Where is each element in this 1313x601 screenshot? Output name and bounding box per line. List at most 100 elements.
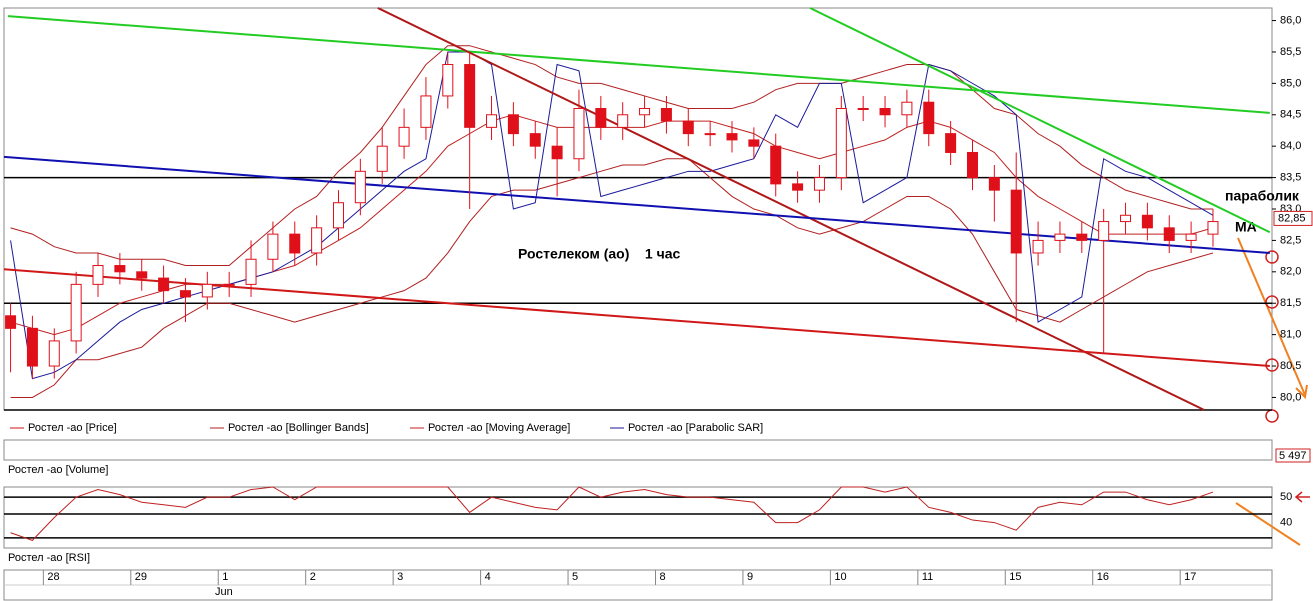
y-tick-label: 81,5 <box>1280 297 1301 309</box>
candle-body <box>1010 189 1022 254</box>
candle-body <box>682 120 694 135</box>
candle-body <box>617 114 629 128</box>
candle-body <box>48 340 60 367</box>
candle-body <box>704 133 716 136</box>
candle-body <box>420 95 432 128</box>
month-label: Jun <box>215 586 233 598</box>
x-tick-label: 17 <box>1184 571 1196 583</box>
x-tick-label: 3 <box>397 571 403 583</box>
panel-title: Ростел -ао [RSI] <box>8 552 90 564</box>
y-tick-label: 80,0 <box>1280 391 1301 403</box>
legend-label: Ростел -ао [Moving Average] <box>428 422 570 434</box>
candle-body <box>289 233 301 254</box>
x-tick-label: 16 <box>1097 571 1109 583</box>
candle-body <box>442 64 454 97</box>
x-tick-label: 1 <box>222 571 228 583</box>
bollinger-lower <box>10 158 1214 398</box>
rsi-tick-label: 40 <box>1280 516 1292 528</box>
candle-body <box>1054 233 1066 241</box>
annotation: Ростелеком (ао) 1 час <box>518 246 681 262</box>
legend-label: Ростел -ао [Parabolic SAR] <box>628 422 763 434</box>
volume-last-box <box>1275 448 1311 463</box>
volume-panel <box>3 439 1273 461</box>
candle-body <box>835 108 847 179</box>
y-tick-label: 85,5 <box>1280 46 1301 58</box>
panel-title: Ростел -ао [Volume] <box>8 464 108 476</box>
candle-body <box>639 108 651 116</box>
candle-body <box>1163 227 1175 241</box>
last-price-box <box>1273 210 1313 226</box>
y-tick-label: 82,0 <box>1280 266 1301 278</box>
y-tick-label: 85,0 <box>1280 77 1301 89</box>
x-tick-label: 11 <box>922 571 933 583</box>
x-tick-label: 10 <box>834 571 846 583</box>
y-tick-label: 84,5 <box>1280 109 1301 121</box>
legend-label: Ростел -ао [Price] <box>28 422 117 434</box>
candle-body <box>573 108 585 160</box>
y-tick-label: 82,5 <box>1280 234 1301 246</box>
x-tick-label: 2 <box>310 571 316 583</box>
candle-body <box>245 258 257 285</box>
candle-body <box>857 108 869 110</box>
trend-line <box>377 7 1205 411</box>
candle-body <box>26 327 38 367</box>
legend-label: Ростел -ао [Bollinger Bands] <box>228 422 369 434</box>
candle-body <box>507 114 519 135</box>
annotation: параболик <box>1225 188 1300 204</box>
candle-body <box>1120 214 1132 223</box>
candle-body <box>1141 214 1153 229</box>
last-price-label: 82,85 <box>1278 212 1306 224</box>
candle-body <box>595 108 607 128</box>
candle-body <box>879 108 891 116</box>
candle-body <box>966 151 978 179</box>
candle-body <box>1185 233 1197 241</box>
candle-body <box>136 271 148 279</box>
x-tick-label: 4 <box>485 571 491 583</box>
candle-body <box>201 283 213 298</box>
candle-body <box>770 145 782 185</box>
trend-line <box>3 268 1270 368</box>
candle-body <box>1098 221 1110 241</box>
trend-line <box>809 7 1271 234</box>
candle-body <box>92 265 104 285</box>
candle-body <box>813 177 825 191</box>
candle-body <box>5 315 17 329</box>
candle-body <box>551 145 563 160</box>
candle-body <box>988 177 1000 191</box>
rsi-line <box>10 486 1214 541</box>
candle-body <box>529 133 541 147</box>
candle-body <box>1032 239 1044 254</box>
candle-body <box>332 202 344 229</box>
volume-last-label: 5 497 <box>1279 450 1307 462</box>
candle-body <box>1076 233 1088 241</box>
candle-body <box>748 139 760 147</box>
trend-line <box>7 15 1270 114</box>
candle-body <box>945 133 957 153</box>
y-tick-label: 80,5 <box>1280 360 1301 372</box>
circles <box>1265 250 1310 503</box>
candle-body <box>464 64 476 128</box>
rsi-tick-label: 50 <box>1280 491 1292 503</box>
candle-body <box>311 227 323 254</box>
candle-body <box>114 265 126 273</box>
arrows <box>1235 237 1308 546</box>
candle-body <box>267 233 279 260</box>
candle-body <box>354 170 366 204</box>
y-tick-label: 81,0 <box>1280 329 1301 341</box>
x-tick-label: 8 <box>659 571 665 583</box>
x-tick-label: 9 <box>747 571 753 583</box>
candle-body <box>1207 221 1219 235</box>
candle-body <box>901 101 913 116</box>
candle-body <box>660 108 672 122</box>
x-tick-label: 29 <box>135 571 147 583</box>
candle-body <box>486 114 498 128</box>
candle-body <box>376 145 388 172</box>
candle-body <box>223 283 235 286</box>
candle-body <box>158 277 170 292</box>
bollinger-upper <box>10 45 1213 267</box>
candle-body <box>398 126 410 147</box>
rsi-panel <box>3 486 1273 549</box>
x-tick-label: 28 <box>47 571 59 583</box>
candle-body <box>70 283 82 342</box>
